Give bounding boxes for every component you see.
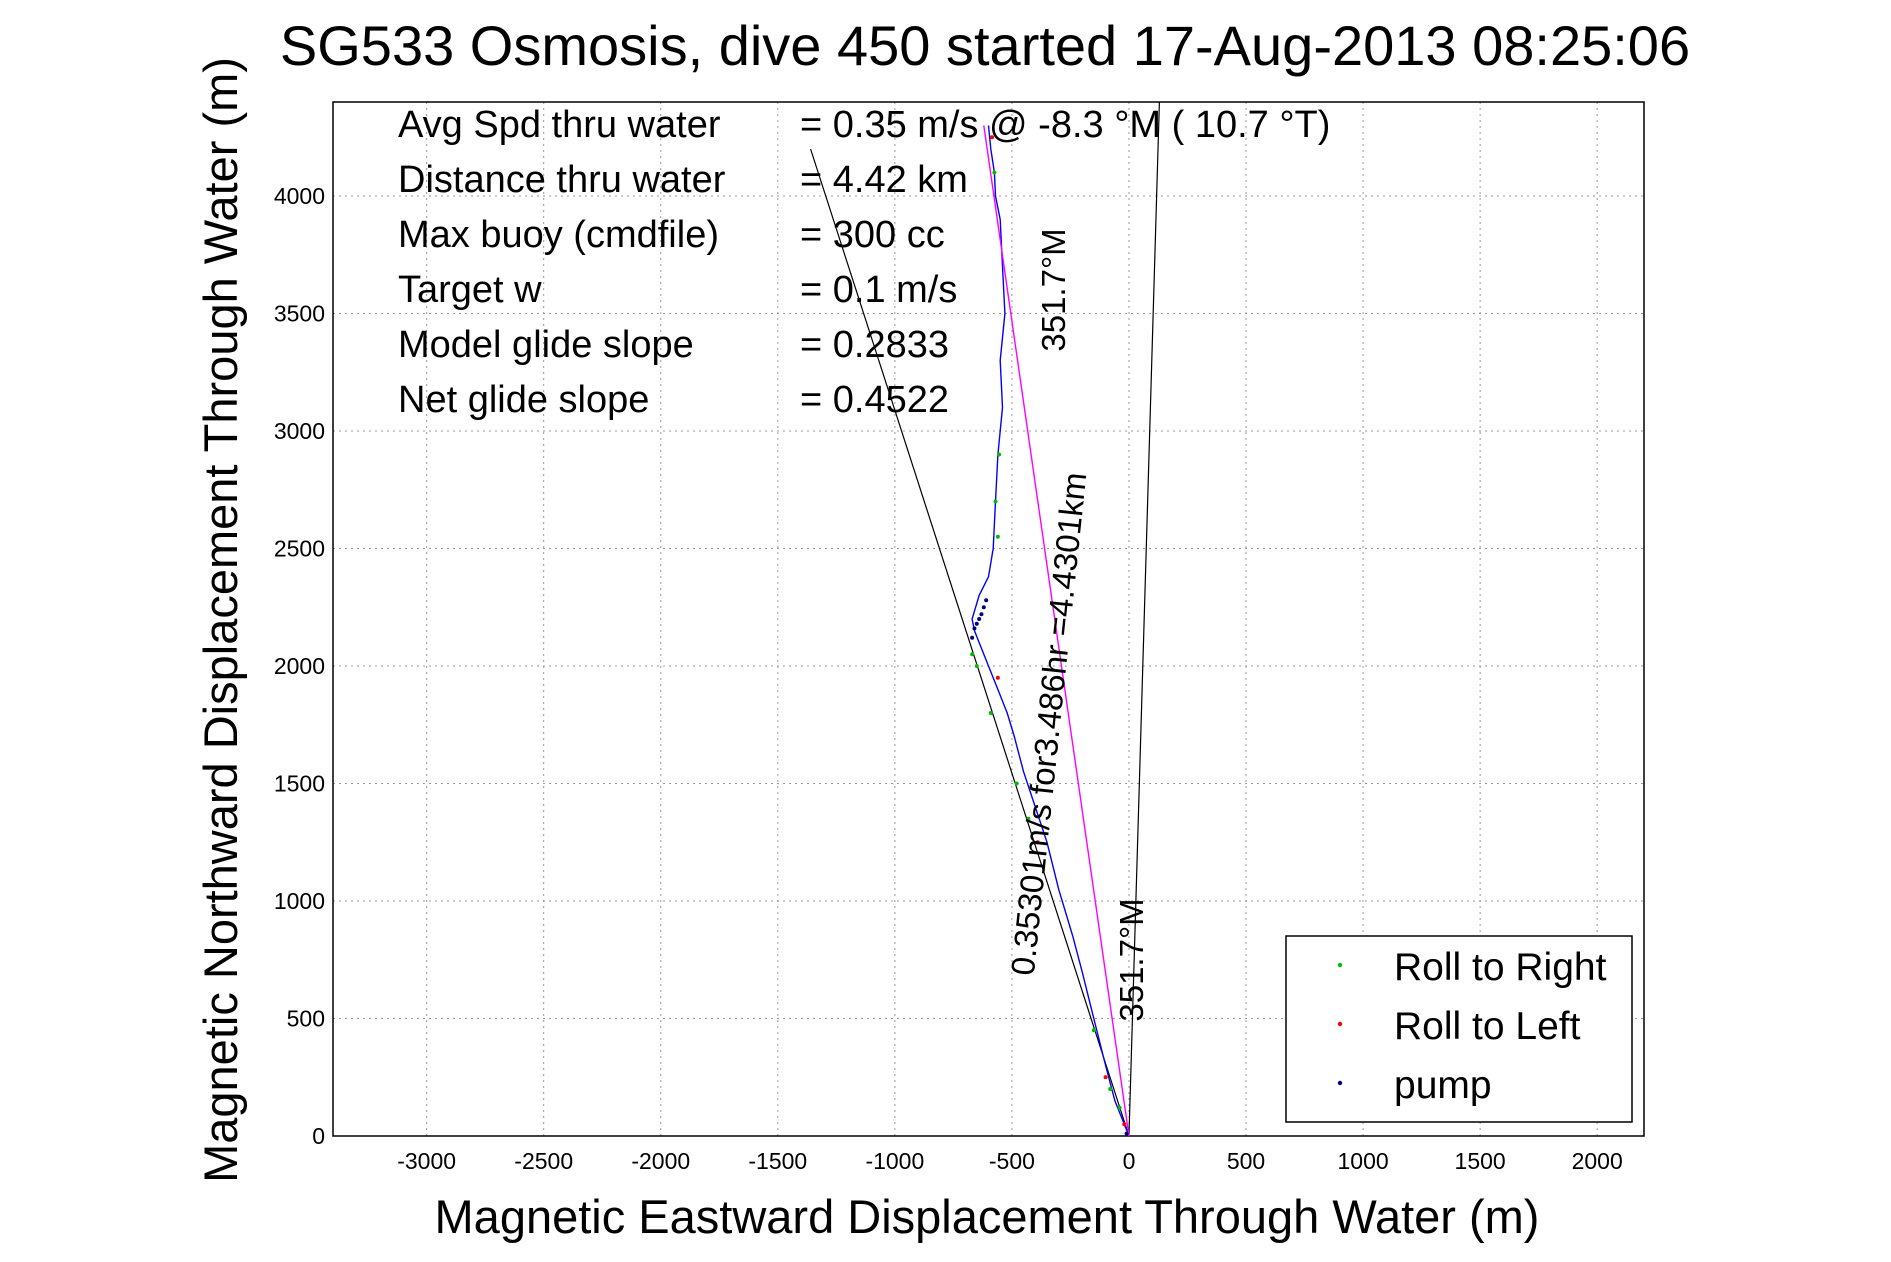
legend-box xyxy=(1285,935,1633,1123)
marker-point xyxy=(1103,1075,1108,1080)
x-tick-label: -500 xyxy=(989,1148,1035,1174)
reference-line xyxy=(810,148,1130,1137)
reference-lines xyxy=(810,101,1160,1137)
stat-label: Max buoy (cmdfile) xyxy=(398,214,719,256)
marker-point xyxy=(1117,1105,1122,1110)
marker-point xyxy=(990,135,995,140)
heading-bottom-annotation: 351.7°M xyxy=(1113,898,1150,1021)
legend-marker xyxy=(1337,1080,1343,1086)
series-line-model xyxy=(983,125,1130,1137)
marker-point xyxy=(995,534,1000,539)
x-tick-label: 1500 xyxy=(1455,1148,1506,1174)
x-tick-label: 2000 xyxy=(1572,1148,1623,1174)
plot-area xyxy=(332,101,1645,1137)
x-axis-label: Magnetic Eastward Displacement Through W… xyxy=(435,1190,1540,1243)
marker-point xyxy=(1124,1131,1129,1136)
legend-marker xyxy=(1337,1021,1343,1027)
x-tick-label: -1500 xyxy=(748,1148,807,1174)
legend-entry: Roll to Right xyxy=(1394,946,1607,989)
x-tick-label: 500 xyxy=(1227,1148,1265,1174)
legend-marker xyxy=(1337,962,1343,968)
axis-ticks: -3000 -2500 -2000 -1500 -1000 -500 0 500 1000 150… xyxy=(274,183,1623,1174)
marker-point xyxy=(979,612,984,617)
marker-point xyxy=(981,605,986,610)
stat-label: Net glide slope xyxy=(398,379,649,421)
stat-value: = 0.4522 xyxy=(800,379,949,421)
marker-point xyxy=(993,499,998,504)
annotations: 351.7°M0.35301m/s for3.486hr =4.4301km 35… xyxy=(1004,228,1150,1021)
y-tick-label: 1500 xyxy=(274,771,325,797)
heading-top-annotation: 351.7°M xyxy=(1035,228,1072,351)
marker-point xyxy=(997,452,1002,457)
y-tick-label: 3500 xyxy=(274,301,325,327)
x-tick-label: 0 xyxy=(1123,1148,1136,1174)
stat-label: Avg Spd thru water xyxy=(398,104,721,146)
stat-value: = 0.1 m/s xyxy=(800,269,957,311)
y-tick-label: 2000 xyxy=(274,653,325,679)
marker-point xyxy=(972,626,977,631)
legend-entry: pump xyxy=(1394,1064,1492,1107)
marker-point xyxy=(1035,840,1040,845)
x-tick-label: 1000 xyxy=(1337,1148,1388,1174)
y-tick-label: 500 xyxy=(287,1006,325,1032)
y-tick-label: 0 xyxy=(312,1123,325,1149)
y-tick-label: 3000 xyxy=(274,418,325,444)
x-tick-label: -2500 xyxy=(514,1148,573,1174)
stat-label: Distance thru water xyxy=(398,159,726,201)
stats-block: Avg Spd thru water = 0.35 m/s @ -8.3 °M (… xyxy=(398,104,1330,421)
x-tick-label: -3000 xyxy=(397,1148,456,1174)
legend: Roll to Right Roll to Left pump xyxy=(1285,935,1633,1123)
marker-point xyxy=(974,621,979,626)
stat-value: = 0.2833 xyxy=(800,324,949,366)
x-tick-label: -1000 xyxy=(865,1148,924,1174)
stat-value: = 0.35 m/s @ -8.3 °M ( 10.7 °T) xyxy=(800,104,1330,146)
marker-point xyxy=(970,652,975,657)
marker-point xyxy=(995,675,1000,680)
marker-point xyxy=(1091,1028,1096,1033)
y-tick-label: 2500 xyxy=(274,536,325,562)
marker-point xyxy=(1122,1122,1127,1127)
grid xyxy=(333,102,1644,1137)
marker-point xyxy=(1014,781,1019,786)
marker-point xyxy=(1026,816,1031,821)
stat-label: Model glide slope xyxy=(398,324,694,366)
y-tick-label: 1000 xyxy=(274,888,325,914)
marker-point xyxy=(992,170,997,175)
series xyxy=(971,125,1130,1137)
legend-entry: Roll to Left xyxy=(1394,1005,1581,1048)
series-line-track xyxy=(971,125,1130,1137)
marker-point xyxy=(988,711,993,715)
marker-point xyxy=(984,598,989,603)
marker-point xyxy=(1108,1087,1113,1091)
y-axis-label: Magnetic Northward Displacement Through … xyxy=(194,57,247,1183)
stat-value: = 300 cc xyxy=(800,214,945,256)
stat-label: Target w xyxy=(398,269,542,311)
marker-point xyxy=(974,664,979,668)
stat-value: = 4.42 km xyxy=(800,159,968,201)
x-tick-label: -2000 xyxy=(631,1148,690,1174)
y-tick-label: 4000 xyxy=(274,183,325,209)
marker-point xyxy=(977,617,982,621)
markers xyxy=(970,135,1129,1136)
reference-line xyxy=(1128,101,1160,1137)
marker-point xyxy=(970,635,975,640)
chart-title: SG533 Osmosis, dive 450 started 17-Aug-2… xyxy=(280,14,1690,77)
